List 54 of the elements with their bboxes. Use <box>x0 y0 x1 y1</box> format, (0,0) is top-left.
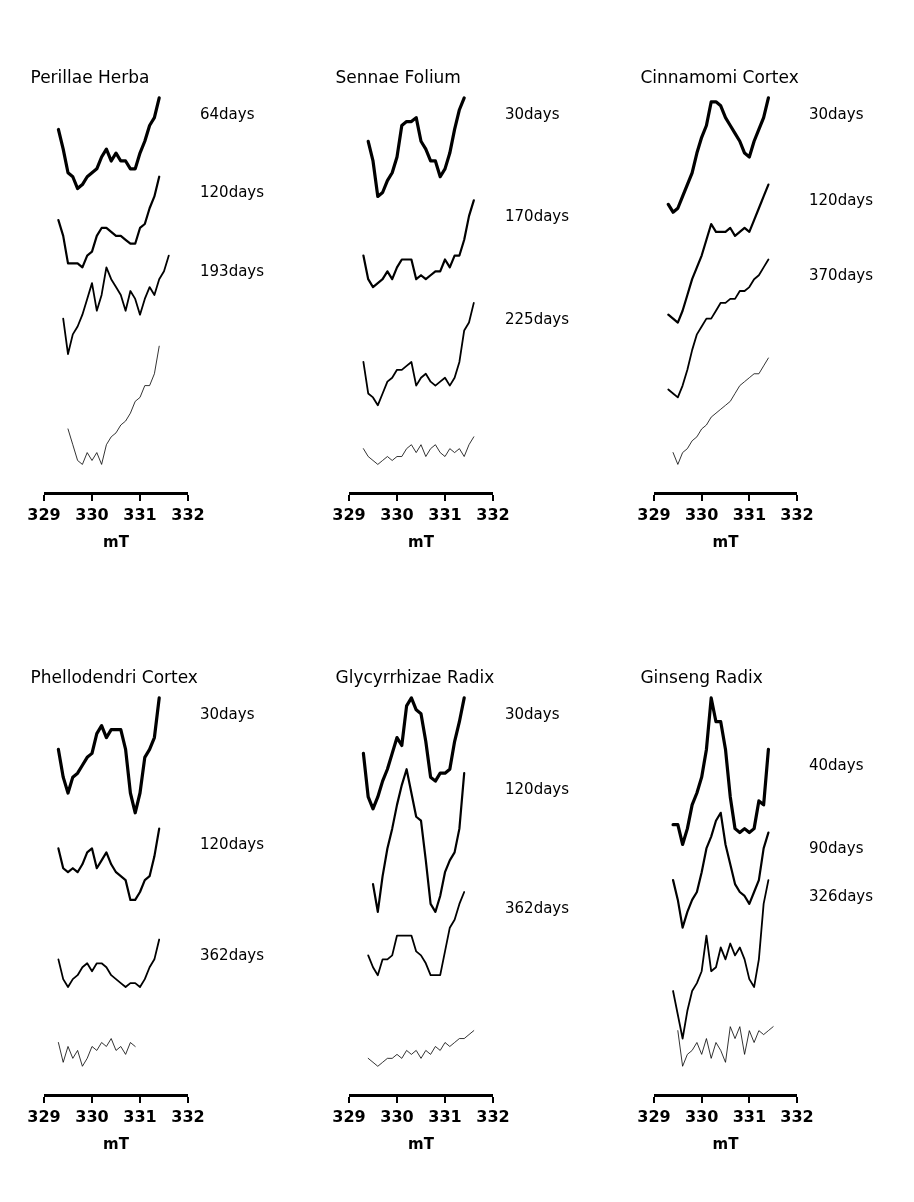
x-tick-label: 332 <box>171 505 205 525</box>
x-axis-title: mT <box>712 533 740 552</box>
x-axis-title: mT <box>103 533 130 552</box>
text: 120days <box>200 183 265 201</box>
text: 64days <box>200 105 255 123</box>
x-tick-label: 332 <box>780 505 814 525</box>
x-tick-label: 330 <box>684 505 719 525</box>
x-tick-label: 332 <box>780 1107 814 1127</box>
x-tick-label: 329 <box>27 505 61 525</box>
chart-title: Perillae Herba <box>30 66 150 87</box>
x-axis-title: mT <box>103 1135 130 1154</box>
x-tick-label: 332 <box>171 1107 205 1127</box>
x-tick-label: 331 <box>428 505 462 525</box>
text: 120days <box>505 780 570 798</box>
text: 362days <box>200 946 265 964</box>
text: 370days <box>809 266 874 284</box>
chart-title: Sennae Folium <box>335 66 461 87</box>
chart-title: Phellodendri Cortex <box>30 666 198 687</box>
text: 40days <box>809 756 864 774</box>
text: 193days <box>200 262 265 280</box>
x-tick-label: 329 <box>637 505 671 525</box>
text: 30days <box>505 705 560 723</box>
chart-title: Ginseng Radix <box>640 666 763 687</box>
chart-title: Glycyrrhizae Radix <box>335 666 495 687</box>
text: 30days <box>200 705 255 723</box>
text: 120days <box>809 191 874 209</box>
text: 326days <box>809 887 874 905</box>
text: 30days <box>505 105 560 123</box>
x-tick-label: 330 <box>380 1107 414 1127</box>
x-axis-title: mT <box>408 533 435 552</box>
x-axis-title: mT <box>408 1135 435 1154</box>
x-axis-title: mT <box>712 1135 740 1154</box>
x-tick-label: 329 <box>332 505 366 525</box>
x-tick-label: 329 <box>637 1107 671 1127</box>
x-tick-label: 331 <box>732 1107 767 1127</box>
x-tick-label: 329 <box>27 1107 61 1127</box>
x-tick-label: 331 <box>428 1107 462 1127</box>
x-tick-label: 332 <box>476 505 510 525</box>
text: 90days <box>809 839 864 857</box>
x-tick-label: 332 <box>476 1107 510 1127</box>
text: 120days <box>200 835 265 853</box>
x-tick-label: 329 <box>332 1107 366 1127</box>
text: 30days <box>809 105 864 123</box>
text: 362days <box>505 899 570 917</box>
x-tick-label: 330 <box>684 1107 719 1127</box>
x-tick-label: 330 <box>75 1107 109 1127</box>
x-tick-label: 331 <box>123 1107 157 1127</box>
chart-title: Cinnamomi Cortex <box>640 66 799 87</box>
text: 170days <box>505 207 570 225</box>
x-tick-label: 331 <box>732 505 767 525</box>
x-tick-label: 330 <box>75 505 109 525</box>
x-tick-label: 330 <box>380 505 414 525</box>
x-tick-label: 331 <box>123 505 157 525</box>
text: 225days <box>505 310 570 328</box>
